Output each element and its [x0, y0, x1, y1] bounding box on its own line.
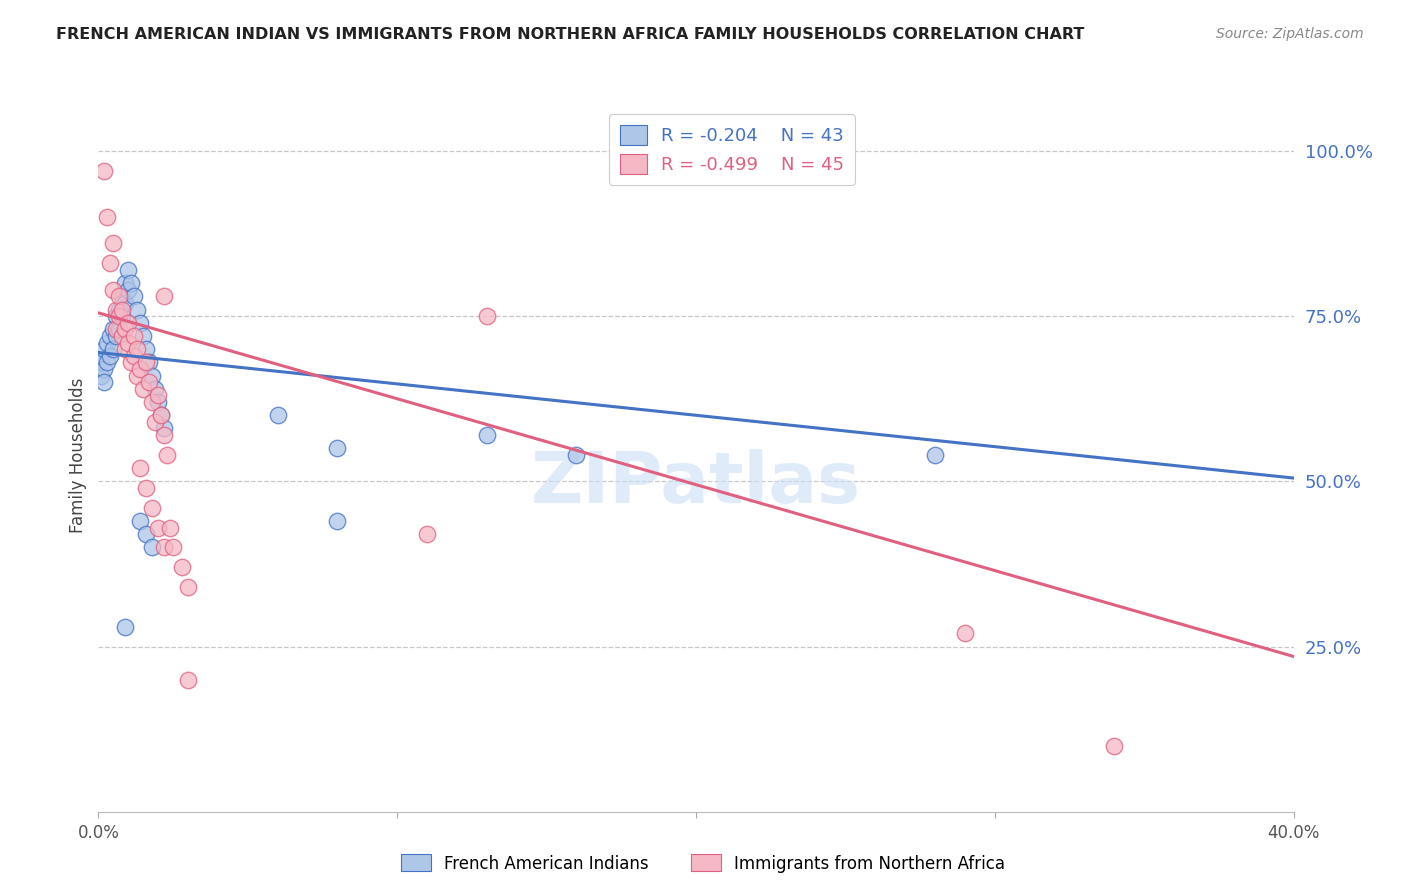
Point: [141, 395, 163, 409]
Point: [177, 580, 200, 594]
Point: [127, 368, 149, 383]
Point: [135, 481, 157, 495]
Point: [416, 527, 439, 541]
Point: [326, 514, 349, 528]
Point: [141, 500, 163, 515]
Point: [117, 263, 139, 277]
Point: [108, 289, 131, 303]
Point: [143, 415, 166, 429]
Point: [108, 302, 131, 317]
Point: [953, 626, 976, 640]
Point: [103, 283, 125, 297]
Point: [103, 236, 125, 251]
Point: [135, 527, 157, 541]
Point: [93, 376, 115, 390]
Point: [172, 560, 194, 574]
Point: [132, 329, 155, 343]
Point: [162, 541, 184, 555]
Point: [177, 673, 200, 687]
Point: [135, 355, 157, 369]
Point: [105, 302, 128, 317]
Legend: R = -0.204    N = 43, R = -0.499    N = 45: R = -0.204 N = 43, R = -0.499 N = 45: [609, 114, 855, 185]
Point: [141, 541, 163, 555]
Point: [105, 309, 128, 323]
Point: [120, 355, 142, 369]
Point: [117, 335, 139, 350]
Point: [90, 355, 112, 369]
Point: [114, 296, 136, 310]
Point: [105, 329, 128, 343]
Point: [105, 322, 128, 336]
Point: [138, 376, 160, 390]
Point: [111, 329, 134, 343]
Point: [129, 316, 152, 330]
Point: [138, 355, 160, 369]
Point: [475, 428, 498, 442]
Text: Source: ZipAtlas.com: Source: ZipAtlas.com: [1216, 27, 1364, 41]
Point: [100, 349, 122, 363]
Point: [96, 335, 118, 350]
Point: [96, 355, 118, 369]
Point: [111, 289, 134, 303]
Point: [96, 210, 118, 224]
Point: [124, 329, 146, 343]
Point: [124, 349, 146, 363]
Point: [127, 302, 149, 317]
Point: [129, 461, 152, 475]
Point: [475, 309, 498, 323]
Point: [100, 329, 122, 343]
Point: [143, 382, 166, 396]
Point: [132, 382, 155, 396]
Point: [150, 409, 173, 423]
Point: [120, 276, 142, 290]
Point: [100, 256, 122, 270]
Point: [129, 362, 152, 376]
Point: [127, 342, 149, 356]
Point: [148, 395, 170, 409]
Point: [111, 302, 134, 317]
Point: [103, 322, 125, 336]
Point: [124, 289, 146, 303]
Point: [103, 342, 125, 356]
Point: [117, 283, 139, 297]
Point: [159, 520, 181, 534]
Point: [90, 368, 112, 383]
Point: [153, 289, 176, 303]
Point: [156, 448, 179, 462]
Point: [108, 322, 131, 336]
Point: [153, 428, 176, 442]
Point: [93, 342, 115, 356]
Point: [153, 421, 176, 435]
Text: ZIPatlas: ZIPatlas: [531, 449, 860, 518]
Point: [141, 368, 163, 383]
Point: [114, 620, 136, 634]
Point: [924, 448, 946, 462]
Point: [117, 316, 139, 330]
Point: [148, 388, 170, 402]
Point: [150, 409, 173, 423]
Point: [93, 163, 115, 178]
Point: [135, 342, 157, 356]
Legend: French American Indians, Immigrants from Northern Africa: French American Indians, Immigrants from…: [394, 847, 1012, 880]
Point: [129, 514, 152, 528]
Point: [148, 520, 170, 534]
Y-axis label: Family Households: Family Households: [69, 377, 87, 533]
Point: [326, 442, 349, 456]
Point: [153, 541, 176, 555]
Point: [114, 342, 136, 356]
Point: [114, 276, 136, 290]
Text: FRENCH AMERICAN INDIAN VS IMMIGRANTS FROM NORTHERN AFRICA FAMILY HOUSEHOLDS CORR: FRENCH AMERICAN INDIAN VS IMMIGRANTS FRO…: [56, 27, 1084, 42]
Point: [267, 409, 290, 423]
Point: [1104, 739, 1126, 753]
Point: [111, 309, 134, 323]
Point: [565, 448, 588, 462]
Point: [114, 322, 136, 336]
Point: [108, 309, 131, 323]
Point: [93, 362, 115, 376]
